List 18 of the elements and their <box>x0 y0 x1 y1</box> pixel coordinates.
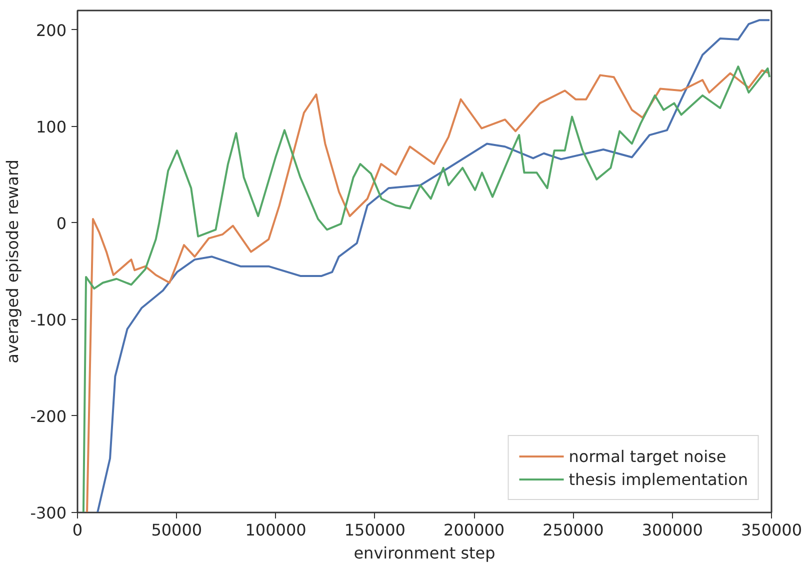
y-tick-label: 200 <box>36 20 67 40</box>
x-tick-label: 0 <box>72 520 83 540</box>
y-tick-label: -100 <box>30 310 66 330</box>
x-tick-label: 200000 <box>444 520 505 540</box>
y-tick-label: 0 <box>56 214 67 233</box>
x-tick-label: 300000 <box>642 520 703 540</box>
x-tick-label: 250000 <box>542 520 604 540</box>
x-axis-title: environment step <box>354 544 496 562</box>
legend-label: thesis implementation <box>568 470 748 488</box>
x-tick-label: 50000 <box>151 520 202 540</box>
y-tick-label: 100 <box>36 117 67 136</box>
y-axis-title: averaged episode reward <box>3 160 22 364</box>
y-tick-label: -200 <box>30 406 66 426</box>
y-tick-label: -300 <box>30 504 66 522</box>
x-tick-label: 350000 <box>740 520 802 540</box>
x-tick-label: 100000 <box>245 520 306 540</box>
x-tick-label: 150000 <box>344 520 406 540</box>
legend-label: normal target noise <box>568 446 726 466</box>
